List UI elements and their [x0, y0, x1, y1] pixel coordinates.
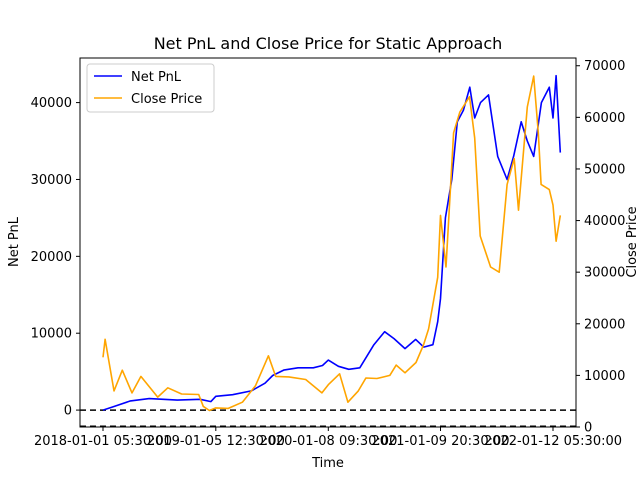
legend-label-net-pnl: Net PnL	[131, 70, 182, 85]
x-tick-label-2: 2020-01-08 09:30:00	[259, 434, 397, 449]
series-line-1	[102, 75, 562, 412]
right-tick-label-5: 50000	[584, 162, 625, 177]
left-tick-label-1: 10000	[31, 327, 72, 342]
left-tick-label-3: 30000	[31, 173, 72, 188]
legend: Net PnL Close Price	[86, 63, 215, 113]
x-tick-label-1: 2019-01-05 12:30:00	[147, 434, 285, 449]
plot-area	[79, 57, 577, 428]
series-lines	[102, 74, 562, 412]
reference-lines	[80, 409, 576, 427]
chart-title: Net PnL and Close Price for Static Appro…	[154, 34, 503, 53]
right-axis-ticks: 0 10000 20000 30000 40000 50000 60000 70000	[576, 59, 625, 436]
right-tick-label-3: 30000	[584, 266, 625, 281]
right-tick-label-4: 40000	[584, 214, 625, 229]
right-tick-label-6: 60000	[584, 111, 625, 126]
legend-label-close-price: Close Price	[131, 92, 202, 107]
right-tick-label-7: 70000	[584, 59, 625, 74]
left-axis-label: Net PnL	[7, 216, 22, 267]
right-axis-label: Close Price	[625, 206, 640, 277]
right-tick-label-2: 20000	[584, 317, 625, 332]
left-tick-label-4: 40000	[31, 96, 72, 111]
x-axis-label: Time	[311, 456, 344, 471]
left-tick-label-0: 0	[64, 404, 72, 419]
right-tick-label-0: 0	[584, 421, 592, 436]
plot-background	[80, 58, 576, 427]
x-tick-label-4: 2022-01-12 05:30:00	[484, 434, 622, 449]
left-tick-label-2: 20000	[31, 250, 72, 265]
right-tick-label-1: 10000	[584, 369, 625, 384]
x-tick-label-3: 2021-01-09 20:30:00	[371, 434, 509, 449]
series-line-0	[102, 74, 562, 411]
x-tick-label-0: 2018-01-01 05:30:00	[34, 434, 172, 449]
left-axis-ticks: 0 10000 20000 30000 40000	[31, 96, 80, 419]
